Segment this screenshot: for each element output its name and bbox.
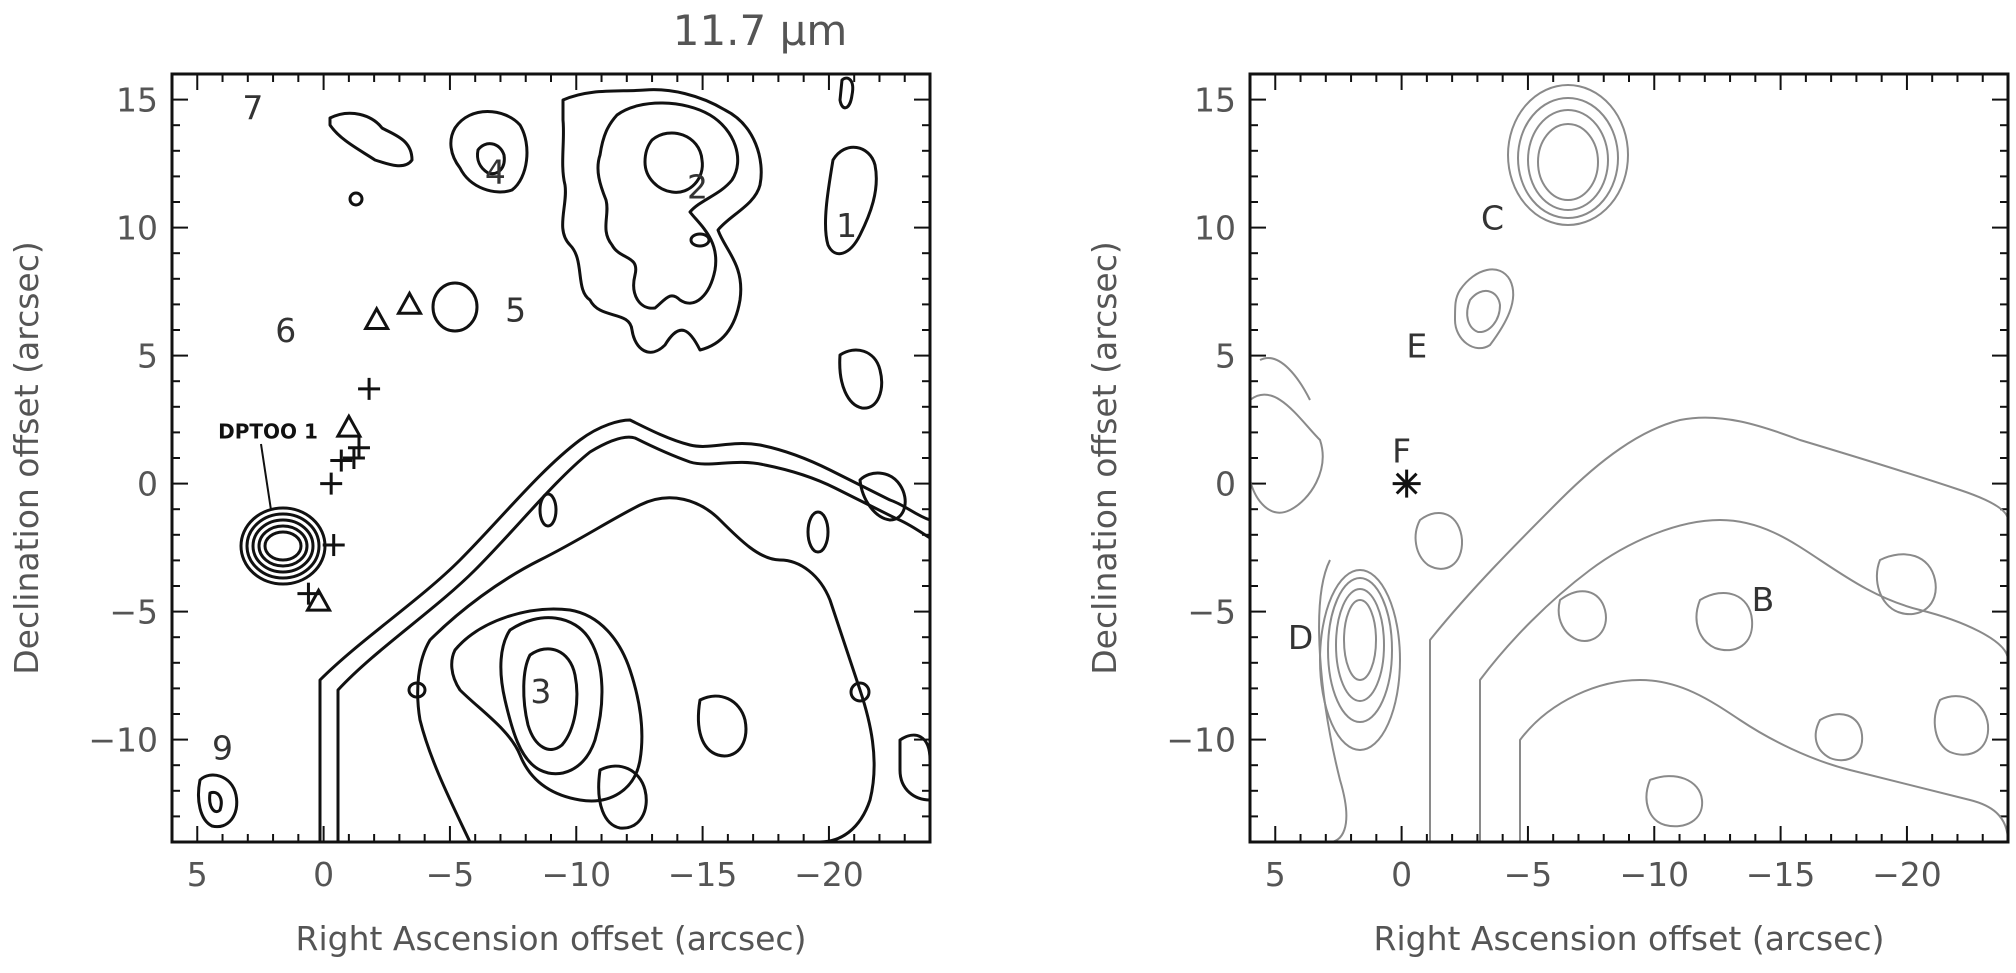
source-label: B [1752, 580, 1775, 619]
triangle-marker [363, 305, 391, 331]
y-tick-label: −5 [109, 593, 158, 632]
source-label: 3 [530, 672, 551, 711]
y-tick-label: −5 [1187, 593, 1236, 632]
y-tick-label: 0 [1215, 465, 1236, 504]
source-label: 6 [275, 311, 296, 350]
left-ylabel: Declination offset (arcsec) [7, 241, 46, 674]
source-label: 4 [485, 152, 506, 191]
left-plot-frame [170, 72, 932, 844]
source-label: 9 [212, 728, 233, 767]
x-tick-label: −15 [1746, 855, 1816, 894]
right-axis-tick-labels: 5 0 −5 −10 −15 −20 15 10 5 0 −5 −10 [1166, 81, 1941, 894]
right-panel: 5 0 −5 −10 −15 −20 15 10 5 0 −5 −10 [1085, 72, 2010, 958]
right-source-labels: C E F D B [1288, 198, 1774, 657]
source-label: C [1481, 198, 1504, 237]
plus-marker [358, 377, 381, 400]
y-tick-label: 15 [116, 81, 158, 120]
source-label: DPTOO 1 [218, 419, 318, 443]
plus-marker [322, 534, 345, 557]
star-marker [1392, 469, 1421, 498]
x-tick-label: 0 [313, 855, 334, 894]
right-markers [1392, 469, 1421, 498]
x-tick-label: −20 [1872, 855, 1942, 894]
figure-title: 11.7 μm [673, 6, 848, 55]
x-tick-label: −5 [426, 855, 475, 894]
x-tick-label: 5 [187, 855, 208, 894]
source-label: F [1392, 431, 1411, 470]
left-markers [297, 290, 424, 612]
plus-marker [320, 472, 343, 495]
source-label: 1 [836, 206, 857, 245]
x-tick-label: −20 [794, 855, 864, 894]
triangle-marker [395, 290, 424, 315]
plus-marker [347, 436, 370, 459]
x-tick-label: 5 [1265, 855, 1286, 894]
right-axis-ticks [1249, 73, 2009, 843]
left-source-labels: 7 4 2 1 5 6 3 9 DPTOO 1 [212, 88, 857, 767]
plus-marker [330, 449, 353, 472]
plus-marker [297, 582, 320, 605]
x-tick-label: 0 [1391, 855, 1412, 894]
right-xlabel: Right Ascension offset (arcsec) [1374, 919, 1885, 958]
x-tick-label: −15 [668, 855, 738, 894]
right-grey-contours [1250, 84, 2008, 842]
dptoo-leader-line [260, 443, 272, 511]
y-tick-label: 5 [137, 337, 158, 376]
y-tick-label: 0 [137, 465, 158, 504]
x-tick-label: −10 [1619, 855, 1689, 894]
y-tick-label: −10 [88, 721, 158, 760]
source-label: 2 [687, 168, 708, 207]
source-label: D [1288, 618, 1313, 657]
source-label: 5 [505, 291, 526, 330]
source-label: E [1406, 326, 1427, 365]
right-ylabel: Declination offset (arcsec) [1085, 241, 1124, 674]
plus-marker [342, 447, 365, 469]
left-xlabel: Right Ascension offset (arcsec) [296, 919, 807, 958]
triangle-marker [335, 413, 363, 438]
right-plot-frame [1248, 72, 2010, 844]
y-tick-label: 10 [1194, 209, 1236, 248]
x-tick-label: −10 [541, 855, 611, 894]
y-tick-label: 5 [1215, 337, 1236, 376]
source-label: 7 [242, 88, 263, 127]
left-axis-ticks [171, 73, 931, 843]
y-tick-label: −10 [1166, 721, 1236, 760]
triangle-marker [304, 587, 333, 612]
x-tick-label: −5 [1504, 855, 1553, 894]
y-tick-label: 15 [1194, 81, 1236, 120]
left-contours [197, 76, 930, 842]
y-tick-label: 10 [116, 209, 158, 248]
